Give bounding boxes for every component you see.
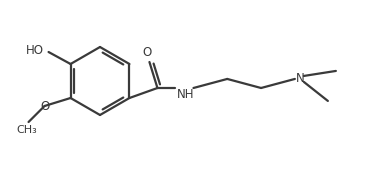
Text: O: O bbox=[40, 100, 49, 113]
Text: CH₃: CH₃ bbox=[16, 125, 37, 135]
Text: O: O bbox=[143, 45, 152, 58]
Text: N: N bbox=[296, 73, 304, 86]
Text: HO: HO bbox=[25, 43, 44, 56]
Text: NH: NH bbox=[177, 89, 194, 102]
